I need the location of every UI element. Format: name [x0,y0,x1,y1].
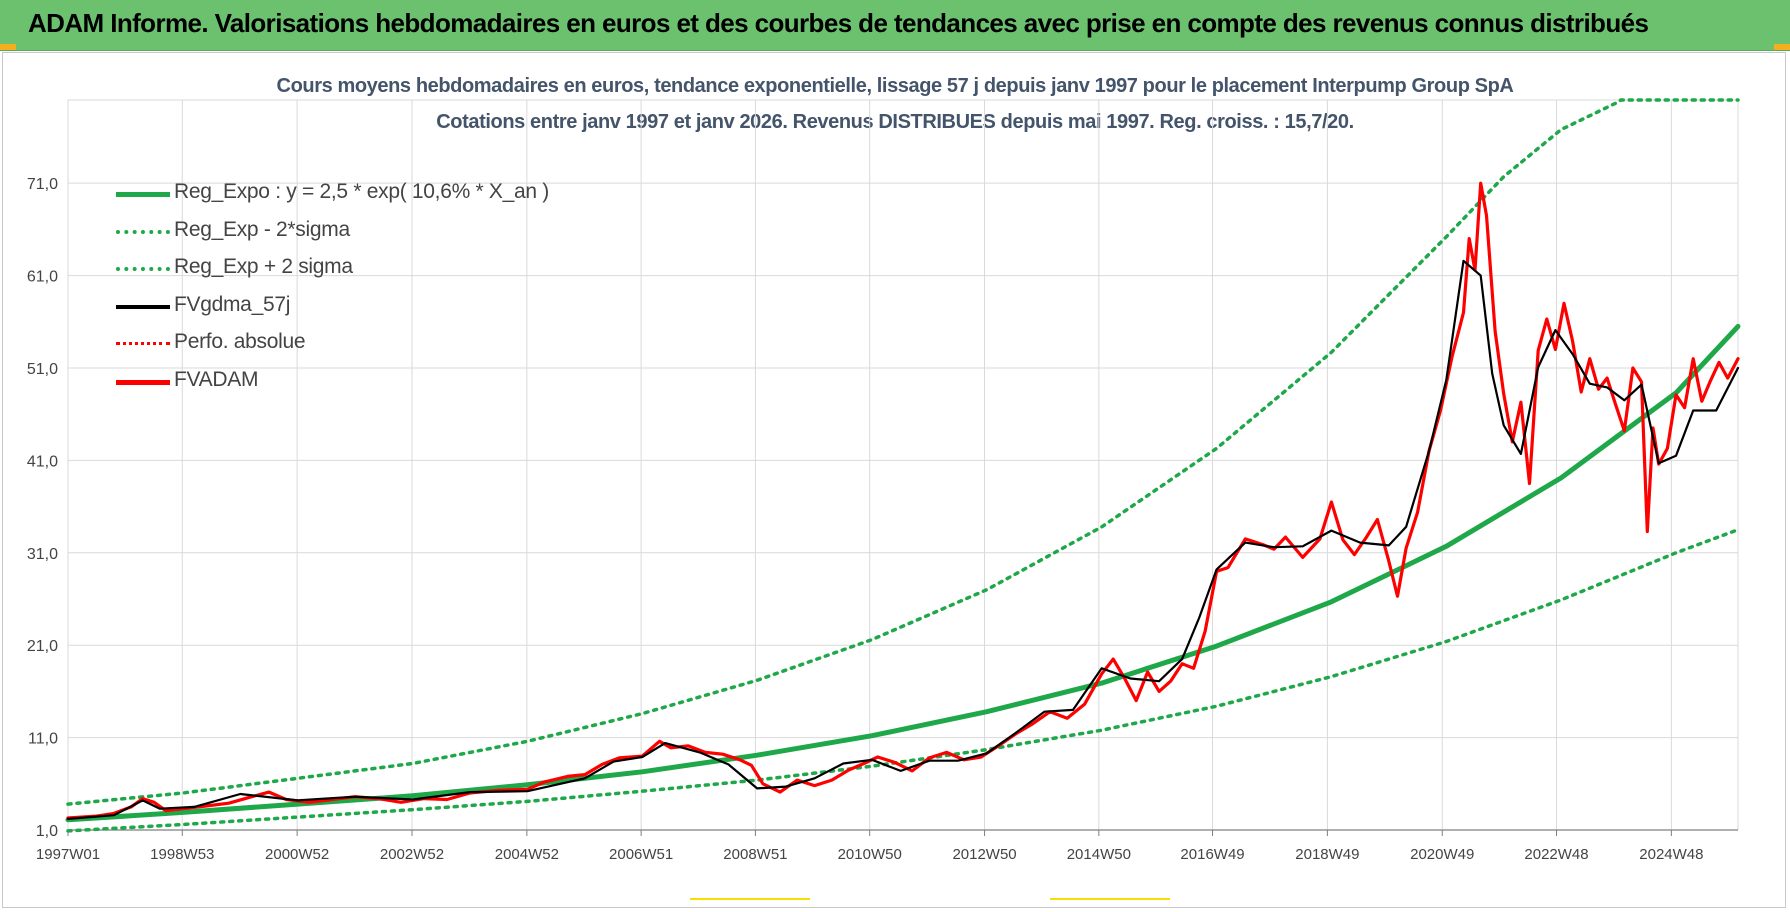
legend-swatch-fvgdma [116,304,170,309]
series-reg-exp-plus-line [66,98,1740,806]
bottom-accent-1 [690,898,810,900]
chart-frame [2,52,1786,908]
series-reg-expo-line [65,323,1741,823]
x-tick-label: 2018W49 [1295,846,1359,863]
legend-label-fvgdma: FVgdma_57j [174,292,291,316]
x-tick-label: 2006W51 [609,846,673,863]
y-tick-label: 41,0 [27,453,58,470]
x-tick-label: 1997W01 [36,846,100,863]
y-tick-label: 11,0 [28,731,58,748]
corner-accent-right [1774,44,1790,50]
legend-swatch-reg-exp-plus [116,267,170,271]
y-tick-label: 21,0 [27,638,58,655]
x-tick-label: 2024W48 [1639,846,1703,863]
legend-swatch-perfo [116,342,170,345]
x-tick-label: 2020W49 [1410,846,1474,863]
legend-label-reg-exp-plus: Reg_Exp + 2 sigma [174,255,353,278]
x-tick-label: 2010W50 [838,846,902,863]
x-tick-label: 2002W52 [380,846,444,863]
x-tick-label: 2014W50 [1067,846,1131,863]
corner-accent-left [0,44,16,50]
series-reg-exp-minus-line [66,527,1740,833]
header-banner: ADAM Informe. Valorisations hebdomadaire… [0,0,1790,51]
legend-label-reg-exp-minus: Reg_Exp - 2*sigma [174,217,350,241]
x-tick-label: 2000W52 [265,846,329,863]
y-tick-label: 1,0 [36,823,58,840]
x-tick-label: 2012W50 [952,846,1016,863]
y-tick-label: 51,0 [27,361,58,378]
legend-swatch-reg-expo [116,192,170,197]
series-fvgdma-line [66,259,1740,821]
legend-label-fvadam: FVADAM [174,367,259,391]
legend-swatch-reg-exp-minus [116,229,170,234]
chart-title: Cours moyens hebdomadaires en euros, ten… [276,75,1514,97]
legend-label-reg-expo: Reg_Expo : y = 2,5 * exp( 10,6% * X_an ) [174,180,549,203]
x-tick-label: 1998W53 [150,846,214,863]
y-tick-label: 31,0 [27,546,58,563]
y-tick-label: 71,0 [27,176,58,193]
x-tick-label: 2004W52 [495,846,559,863]
y-tick-label: 61,0 [27,269,58,286]
banner-title: ADAM Informe. Valorisations hebdomadaire… [28,8,1649,38]
chart-subtitle: Cotations entre janv 1997 et janv 2026. … [436,111,1354,133]
x-tick-label: 2008W51 [723,846,787,863]
legend-swatch-fvadam [116,379,170,385]
series-perfo-line [67,260,1739,820]
x-tick-label: 2022W48 [1524,846,1588,863]
x-tick-label: 2016W49 [1180,846,1244,863]
legend-label-perfo: Perfo. absolue [174,330,306,353]
bottom-accent-2 [1050,898,1170,900]
